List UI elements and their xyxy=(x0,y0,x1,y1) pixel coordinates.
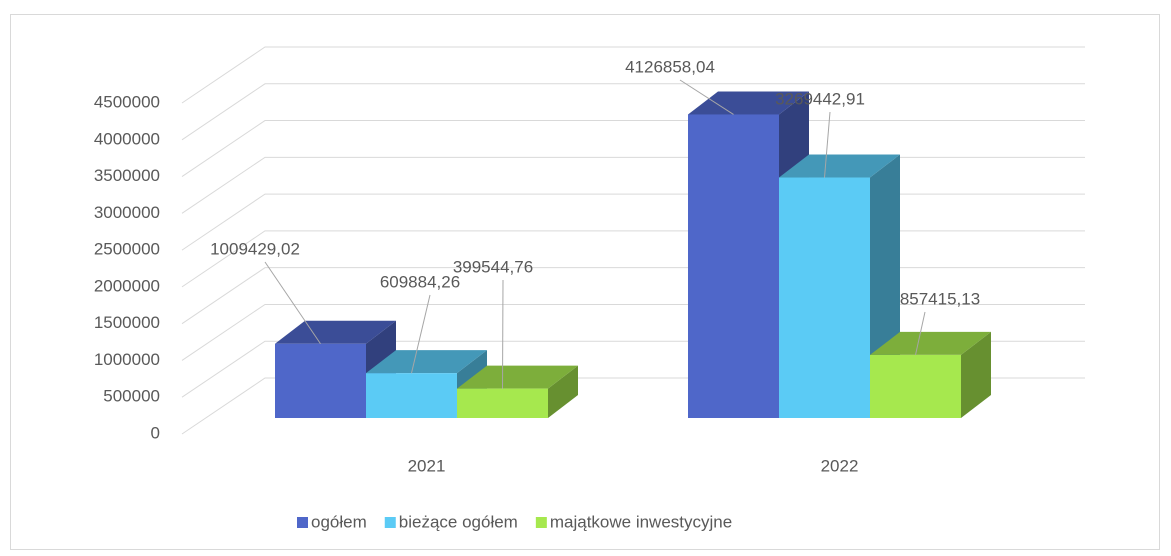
bar-side xyxy=(548,365,578,418)
x-tick-label: 2022 xyxy=(821,456,859,475)
bar xyxy=(779,177,870,418)
y-tick-label: 3000000 xyxy=(94,203,160,222)
grid-line xyxy=(181,120,1085,177)
bar xyxy=(275,343,366,418)
y-tick-label: 500000 xyxy=(103,387,160,406)
y-tick-label: 1000000 xyxy=(94,350,160,369)
data-label: 609884,26 xyxy=(380,272,460,291)
y-tick-label: 2500000 xyxy=(94,240,160,259)
leader-line xyxy=(915,311,926,356)
y-tick-label: 3500000 xyxy=(94,166,160,185)
y-tick-label: 1500000 xyxy=(94,313,160,332)
legend-swatch xyxy=(297,517,308,528)
grid-line xyxy=(181,83,1085,141)
y-tick-label: 2000000 xyxy=(94,276,160,295)
x-tick-label: 2021 xyxy=(408,456,446,475)
bar-top xyxy=(275,320,396,344)
legend-label: bieżące ogółem xyxy=(399,512,518,531)
bar xyxy=(457,388,548,418)
legend-label: ogółem xyxy=(311,512,367,531)
y-tick-label: 0 xyxy=(151,423,160,442)
leader-line xyxy=(679,79,734,115)
data-label: 4126858,04 xyxy=(625,57,715,76)
grid-line xyxy=(181,46,1085,104)
leader-line xyxy=(502,279,504,389)
bar-top xyxy=(457,365,578,389)
leader-line xyxy=(411,294,431,374)
chart-border xyxy=(10,14,1160,550)
leader-line xyxy=(264,261,321,345)
bar xyxy=(870,354,961,418)
y-tick-label: 4000000 xyxy=(94,129,160,148)
leader-line xyxy=(824,111,831,178)
bar-top xyxy=(688,91,809,115)
bar-top xyxy=(366,350,487,374)
bar xyxy=(366,373,457,418)
bar-top xyxy=(779,154,900,178)
bar-side xyxy=(961,331,991,418)
data-label: 399544,76 xyxy=(453,257,533,276)
y-tick-label: 4500000 xyxy=(94,92,160,111)
legend-swatch xyxy=(384,517,396,528)
bar-top xyxy=(870,331,991,355)
legend-swatch xyxy=(535,517,547,528)
legend-label: majątkowe inwestycyjne xyxy=(550,512,732,531)
data-label: 3269442,91 xyxy=(775,89,865,108)
data-label: 857415,13 xyxy=(900,289,980,308)
bar xyxy=(688,114,779,419)
data-label: 1009429,02 xyxy=(210,239,300,258)
